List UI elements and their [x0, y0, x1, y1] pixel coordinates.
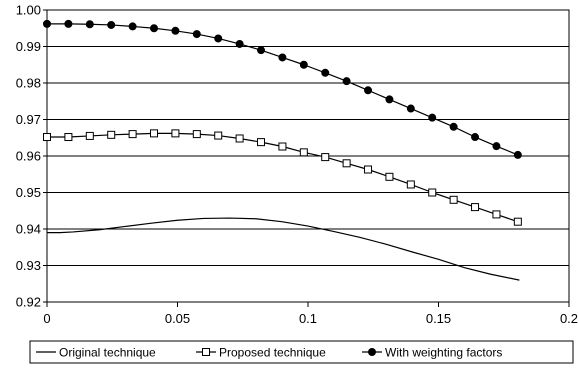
data-point [257, 138, 266, 147]
data-point [364, 86, 373, 95]
data-point [171, 26, 180, 35]
y-tick-label: 0.95 [16, 185, 41, 200]
y-axis: 0.92 0.93 0.94 0.95 0.96 0.97 0.98 0.99 1.00 [16, 3, 47, 310]
y-tick-label: 0.99 [16, 39, 41, 54]
legend-label: Proposed technique [219, 345, 326, 359]
data-point [150, 24, 159, 33]
data-point [278, 142, 287, 151]
data-point [321, 68, 330, 77]
data-point [43, 19, 52, 28]
data-point [235, 134, 244, 143]
data-point [471, 133, 480, 142]
y-tick-label: 0.96 [16, 149, 41, 164]
x-tick-label: 0.1 [299, 311, 317, 326]
data-point [342, 77, 351, 86]
y-tick-label: 0.92 [16, 295, 41, 310]
data-point [492, 210, 501, 219]
gridlines [47, 9, 569, 303]
data-point [128, 130, 137, 139]
legend-item: Proposed technique [196, 345, 326, 359]
data-point [321, 153, 330, 162]
data-point [107, 20, 116, 29]
y-tick-label: 0.93 [16, 258, 41, 273]
legend-label: With weighting factors [385, 345, 502, 359]
data-point [43, 133, 51, 142]
legend-label: Original technique [59, 345, 156, 359]
series-line [47, 217, 520, 281]
data-point [85, 20, 94, 29]
legend-items: Original technique Proposed technique With… [36, 345, 502, 359]
data-point [64, 19, 73, 28]
legend-marker [202, 348, 210, 356]
data-point [278, 53, 287, 62]
data-point [513, 217, 522, 226]
data-point [428, 113, 437, 122]
series-2 [43, 19, 522, 159]
data-point [513, 150, 522, 159]
y-tick-label: 0.94 [16, 222, 41, 237]
data-point [385, 95, 394, 104]
legend-item: Original technique [36, 345, 156, 359]
data-point [128, 22, 137, 31]
x-tick-label: 0 [43, 311, 50, 326]
data-point [449, 195, 458, 204]
y-tick-label: 1.00 [16, 3, 41, 18]
data-point [406, 180, 415, 189]
x-tick-label: 0.05 [165, 311, 190, 326]
y-tick-label: 0.97 [16, 112, 41, 127]
data-point [385, 172, 394, 181]
x-axis: 0 0.05 0.1 0.15 0.2 [43, 302, 578, 326]
y-tick-label: 0.98 [16, 76, 41, 91]
series-1 [43, 129, 522, 226]
data-point [406, 104, 415, 113]
series-0 [47, 217, 520, 281]
data-point [85, 131, 94, 140]
data-point [299, 60, 308, 69]
data-point [299, 148, 308, 157]
series-layer [43, 19, 522, 281]
x-tick-label: 0.15 [426, 311, 451, 326]
data-point [235, 39, 244, 48]
data-point [64, 133, 73, 142]
data-point [150, 129, 159, 138]
data-point [428, 188, 437, 197]
legend-item: With weighting factors [362, 345, 502, 359]
data-point [107, 130, 116, 139]
data-point [214, 34, 223, 43]
data-point [342, 159, 351, 168]
data-point [214, 131, 223, 140]
legend-box [29, 340, 574, 364]
data-point [257, 46, 266, 55]
x-tick-label: 0.2 [560, 311, 578, 326]
data-point [364, 165, 373, 174]
data-point [171, 129, 180, 138]
series-line [47, 23, 519, 156]
legend-marker [367, 347, 376, 356]
data-point [192, 130, 201, 139]
legend: Original technique Proposed technique With… [29, 340, 574, 364]
data-point [192, 30, 201, 39]
data-point [492, 142, 501, 151]
data-point [449, 122, 458, 131]
data-point [471, 203, 480, 212]
